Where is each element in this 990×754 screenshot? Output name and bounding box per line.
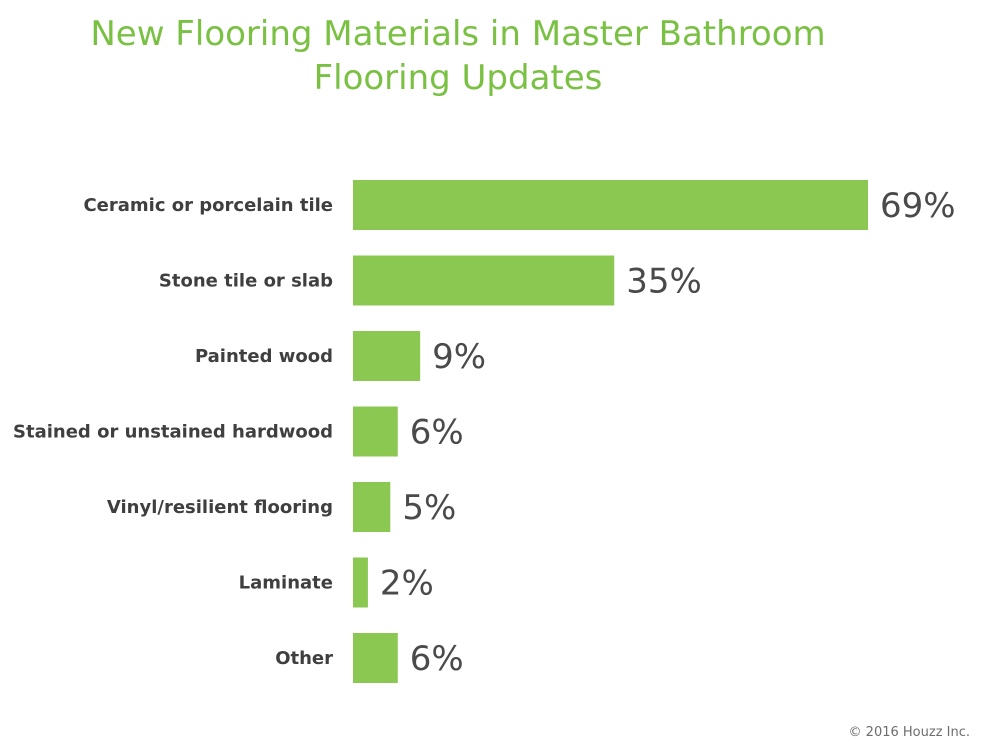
bar-row: Painted wood 9%	[195, 331, 486, 381]
value-label: 2%	[380, 564, 434, 604]
bar-row: Vinyl/resilient flooring 5%	[107, 482, 456, 532]
value-label: 69%	[880, 186, 956, 226]
bar	[353, 557, 368, 608]
chart-title: New Flooring Materials in Master Bathroo…	[0, 12, 916, 100]
bar-row: Ceramic or porcelain tile 69%	[83, 180, 956, 230]
category-label: Stained or unstained hardwood	[13, 422, 333, 443]
bar	[353, 633, 398, 683]
bar	[353, 180, 868, 230]
bar	[353, 331, 421, 381]
category-label: Other	[275, 648, 333, 669]
bar	[353, 406, 398, 457]
value-label: 9%	[432, 337, 486, 377]
bar	[353, 482, 391, 532]
bar-row: Other 6%	[275, 633, 464, 683]
value-label: 5%	[402, 488, 456, 528]
chart-title-line-2: Flooring Updates	[313, 58, 603, 98]
value-label: 6%	[410, 639, 464, 679]
category-label: Laminate	[239, 573, 333, 594]
category-label: Stone tile or slab	[159, 271, 333, 292]
category-label: Ceramic or porcelain tile	[83, 195, 333, 216]
bar	[353, 255, 615, 306]
category-label: Painted wood	[195, 346, 333, 367]
chart-title-line-1: New Flooring Materials in Master Bathroo…	[90, 14, 826, 54]
bar-row: Laminate 2%	[239, 557, 434, 608]
bar-row: Stone tile or slab 35%	[159, 255, 702, 306]
bar-row: Stained or unstained hardwood 6%	[13, 406, 464, 457]
category-label: Vinyl/resilient flooring	[107, 497, 333, 518]
copyright-footer: © 2016 Houzz Inc.	[848, 725, 970, 740]
value-label: 6%	[410, 413, 464, 453]
value-label: 35%	[626, 262, 702, 302]
